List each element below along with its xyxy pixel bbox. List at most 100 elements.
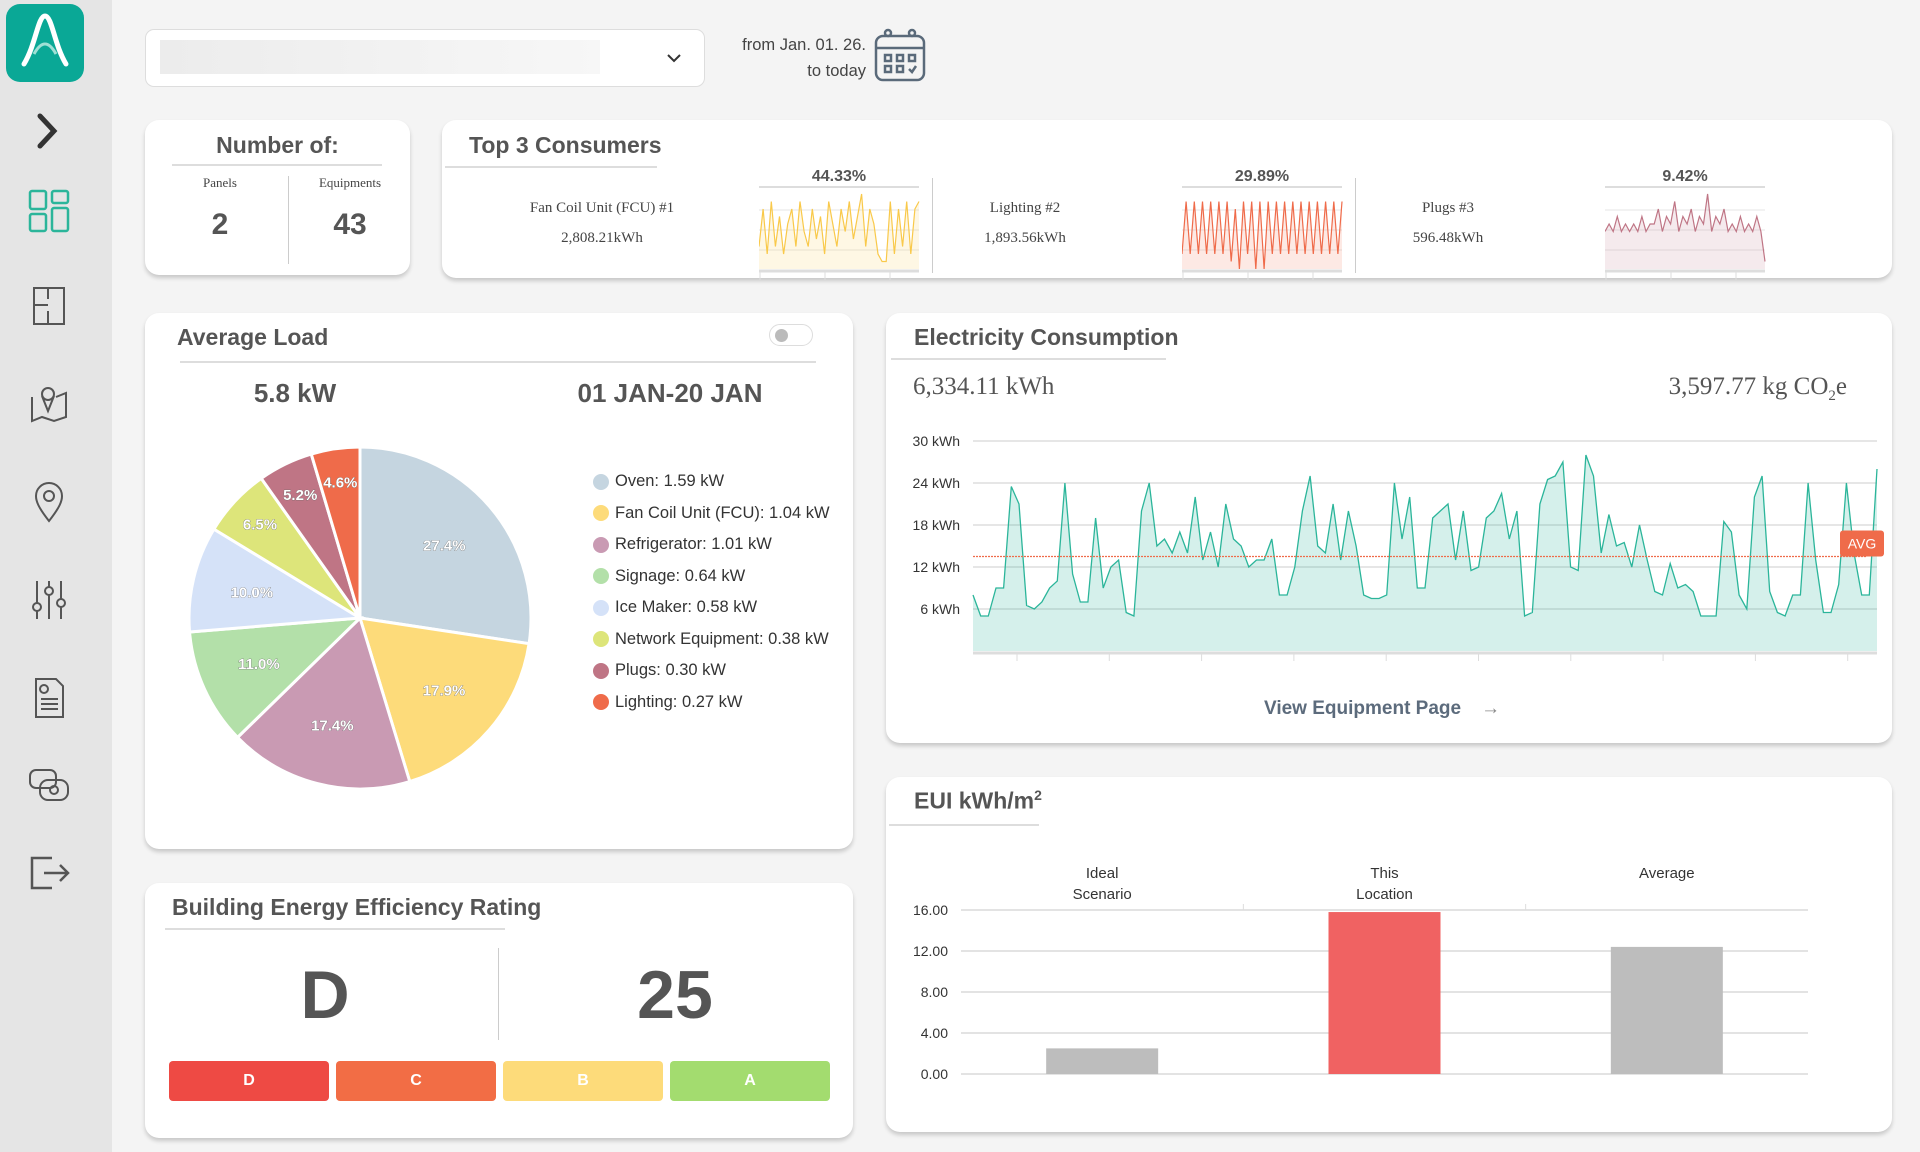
category-label: Ideal: [1086, 865, 1119, 882]
average-load-card: Average Load 5.8 kW 01 JAN-20 JAN 27.4% 1…: [145, 313, 853, 849]
divider: [445, 166, 657, 168]
divider: [932, 178, 933, 273]
category-label: Location: [1356, 886, 1413, 903]
pie-slice-label: 17.9%: [423, 683, 466, 700]
view-equipment-link[interactable]: View Equipment Page →: [1264, 698, 1500, 720]
date-to: to today: [807, 62, 866, 80]
number-of-card: Number of: Panels Equipments 2 43: [145, 120, 410, 275]
y-tick-label: 8.00: [921, 984, 948, 1000]
legend-label: Refrigerator: 1.01 kW: [615, 535, 772, 554]
area-fill: [973, 455, 1877, 651]
consumer-energy: 596.48kWh: [1412, 230, 1484, 246]
consumer-energy: 2,808.21kWh: [561, 230, 643, 246]
consumer-sparkline: [1182, 186, 1343, 280]
selected-location-blurred: [160, 40, 600, 74]
y-tick-label: 6 kWh: [920, 601, 960, 617]
legend-label: Network Equipment: 0.38 kW: [615, 629, 829, 648]
divider: [891, 358, 1166, 360]
legend-item: Refrigerator: 1.01 kW: [593, 529, 830, 561]
floorplan-icon[interactable]: [26, 283, 72, 329]
bar: [1046, 1048, 1159, 1074]
rating-level-D: D: [169, 1061, 329, 1101]
eui-card: EUI kWh/m2 16.00 12.00 8.00 4.00 0.00 Ideal Sc…: [886, 777, 1892, 1132]
chevron-down-icon: [667, 54, 681, 63]
legend-label: Fan Coil Unit (FCU): 1.04 kW: [615, 503, 830, 522]
y-tick-label: 24 kWh: [913, 475, 960, 491]
divider: [165, 928, 505, 930]
legend-item: Plugs: 0.30 kW: [593, 655, 830, 687]
legend-item: Signage: 0.64 kW: [593, 561, 830, 593]
divider: [889, 824, 1039, 826]
legend-dot: [593, 694, 609, 711]
link-label[interactable]: View Equipment Page: [1264, 698, 1462, 719]
toggle-switch[interactable]: [769, 324, 813, 346]
consumer-sparkline: [759, 186, 920, 280]
consumer-share: 44.33%: [811, 168, 867, 185]
rating-grade: D: [300, 957, 350, 1033]
avg-badge-label: AVG: [1848, 536, 1877, 552]
map-location-icon[interactable]: [26, 381, 72, 427]
pie-legend: Oven: 1.59 kW Fan Coil Unit (FCU): 1.04 k…: [593, 466, 830, 718]
calendar-icon[interactable]: [873, 28, 927, 82]
y-tick-label: 18 kWh: [913, 517, 960, 533]
card-title: EUI kWh/m2: [914, 787, 1042, 814]
arrow-right-icon: →: [1481, 698, 1501, 719]
date-range: from Jan. 01. 26. to today: [700, 32, 866, 84]
co2-emissions: 3,597.77 kg CO2e: [1668, 373, 1847, 404]
legend-dot: [593, 568, 609, 585]
consumer-name: Lighting #2: [989, 200, 1061, 216]
card-title: Number of:: [216, 132, 339, 158]
y-tick-label: 16.00: [913, 902, 948, 918]
avg-badge: [1840, 530, 1884, 557]
expand-chevron-icon[interactable]: [26, 108, 72, 154]
equipments-label: Equipments: [318, 175, 382, 190]
category-label: Average: [1639, 865, 1695, 882]
efficiency-rating-card: Building Energy Efficiency Rating D 25 D…: [145, 883, 853, 1138]
legend-item: Fan Coil Unit (FCU): 1.04 kW: [593, 498, 830, 530]
equipments-count: 43: [333, 208, 367, 241]
pie-slice: [187, 616, 365, 740]
category-label: This: [1370, 865, 1398, 882]
legend-label: Ice Maker: 0.58 kW: [615, 598, 758, 617]
average-load-total: 5.8 kW: [253, 378, 337, 408]
consumption-area-chart: 30 kWh 24 kWh 18 kWh 12 kWh 6 kWh AVG: [913, 433, 1884, 661]
pie-slice-label: 4.6%: [323, 475, 357, 492]
divider: [1355, 178, 1356, 273]
pie-slice-label: 17.4%: [311, 718, 354, 735]
location-select[interactable]: [146, 30, 704, 86]
legend-item: Ice Maker: 0.58 kW: [593, 592, 830, 624]
card-title: Electricity Consumption: [914, 324, 1179, 350]
pie-chart: 27.4% 17.9% 17.4% 11.0% 10.0% 6.5% 5.2% 4.6%: [187, 445, 533, 791]
location-pin-icon[interactable]: [26, 479, 72, 525]
sliders-icon[interactable]: [26, 577, 72, 623]
electricity-card: Electricity Consumption 6,334.11 kWh 3,5…: [886, 313, 1892, 743]
rating-level-A: A: [670, 1061, 830, 1101]
consumer-share: 29.89%: [1234, 168, 1290, 185]
app-logo[interactable]: [6, 4, 84, 82]
pie-slice: [357, 616, 531, 784]
rating-score: 25: [637, 957, 713, 1033]
y-tick-label: 4.00: [921, 1025, 948, 1041]
sidebar: [0, 0, 112, 1152]
divider: [288, 176, 289, 264]
legend-dot: [593, 536, 609, 553]
pie-slice-label: 5.2%: [283, 487, 317, 504]
rating-level-B: B: [503, 1061, 663, 1101]
report-document-icon[interactable]: [26, 675, 72, 721]
pie-slice: [187, 527, 365, 634]
sparkline-area: [1605, 194, 1765, 269]
dashboard-icon[interactable]: [26, 188, 72, 234]
legend-label: Lighting: 0.27 kW: [615, 692, 743, 711]
legend-label: Oven: 1.59 kW: [615, 472, 725, 491]
legend-dot: [593, 473, 609, 490]
pie-slice-label: 6.5%: [243, 517, 277, 534]
support-chat-icon[interactable]: [26, 764, 72, 810]
pie-slice: [309, 445, 362, 619]
card-title: Building Energy Efficiency Rating: [172, 894, 542, 920]
logout-icon[interactable]: [26, 850, 72, 896]
eui-bar-chart: 16.00 12.00 8.00 4.00 0.00 Ideal Scenario This L…: [913, 865, 1808, 1082]
divider: [172, 164, 382, 166]
divider: [180, 361, 816, 363]
sparkline-line: [1605, 193, 1766, 262]
